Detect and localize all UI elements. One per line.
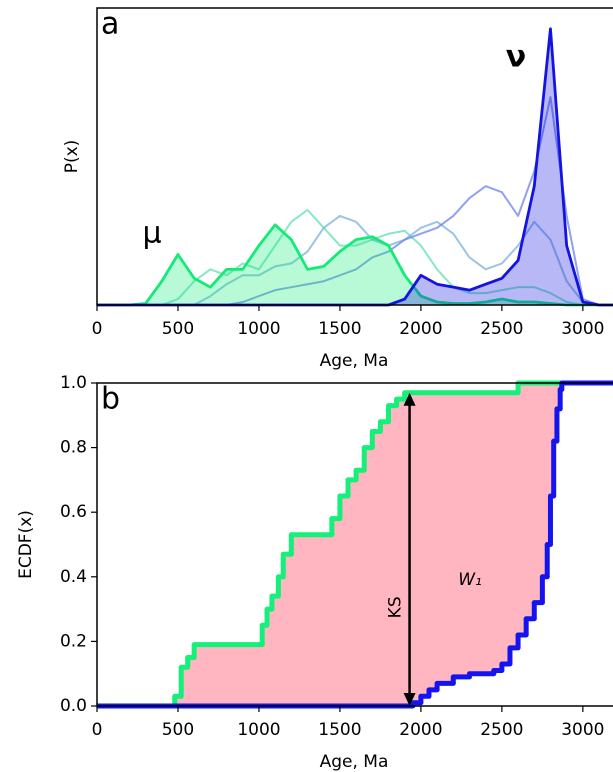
x-tick-label: 2500 <box>480 720 523 740</box>
between-area <box>97 383 613 706</box>
x-tick-label: 3000 <box>561 319 604 339</box>
axes-frame <box>96 7 613 306</box>
series-label: ν <box>506 40 526 75</box>
y-tick-label: 0.0 <box>60 696 87 716</box>
density-line <box>97 208 613 306</box>
x-tick-label: 1500 <box>318 720 361 740</box>
density-area <box>97 28 613 305</box>
y-axis-label: ECDF(x) <box>16 510 36 579</box>
density-area <box>97 224 613 305</box>
panel: μ ν 0 500 1000 1500 2000 2500 3000 Age, Ma P(x) a <box>62 7 613 371</box>
y-tick-label: 0.4 <box>60 567 87 587</box>
ks-label: KS <box>386 596 406 618</box>
y-tick-label: 0.8 <box>60 438 87 458</box>
x-tick-label: 2000 <box>399 720 442 740</box>
w-label: W₁ <box>458 570 482 590</box>
x-axis-label: Age, Ma <box>320 351 389 371</box>
x-tick-label: 1500 <box>318 319 361 339</box>
x-tick-label: 1000 <box>237 319 280 339</box>
x-tick-label: 0 <box>92 720 103 740</box>
density-line <box>97 223 613 307</box>
arrow-head <box>403 693 416 706</box>
x-tick-label: 1000 <box>237 720 280 740</box>
y-tick-label: 0.6 <box>60 502 87 522</box>
panel: KS W₁ 0.0 0.2 0.4 0.6 0.8 1.0 0 500 1000 1500 2000 25… <box>16 373 613 772</box>
x-tick-label: 500 <box>162 720 194 740</box>
series-label: μ <box>142 216 161 251</box>
y-tick-label: 1.0 <box>60 373 87 393</box>
plot-area <box>97 380 613 709</box>
x-tick-label: 3000 <box>561 720 604 740</box>
arrow-head <box>403 392 416 406</box>
plot-area <box>97 27 613 307</box>
panel-label: a <box>101 7 119 42</box>
x-tick-label: 0 <box>92 319 103 339</box>
y-tick-label: 0.2 <box>60 631 87 651</box>
panel-label: b <box>101 382 120 417</box>
x-tick-label: 500 <box>162 319 194 339</box>
x-axis-label: Age, Ma <box>320 752 389 772</box>
axes-frame <box>96 382 613 707</box>
y-axis-label: P(x) <box>62 140 82 174</box>
x-tick-label: 2500 <box>480 319 523 339</box>
x-tick-label: 2000 <box>399 319 442 339</box>
